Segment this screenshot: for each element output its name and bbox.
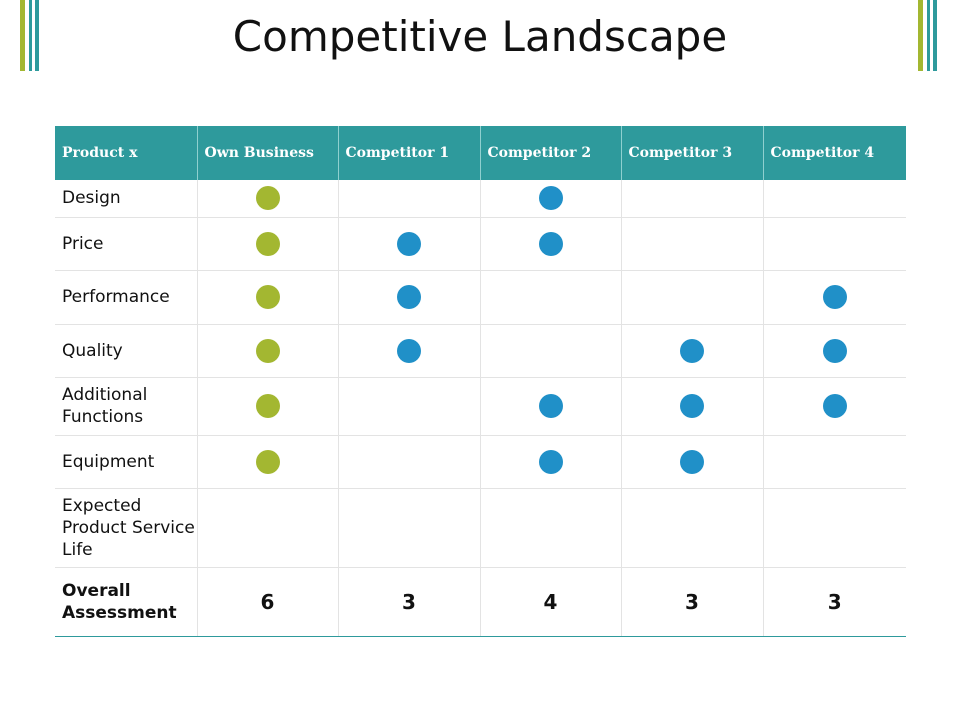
table-cell <box>480 488 622 568</box>
table-cell <box>338 488 481 568</box>
table-body: Design Price Performance Quality Additional … <box>55 180 906 637</box>
competitor-check-dot <box>538 231 563 256</box>
score-cell: 4 <box>480 567 622 637</box>
decor-bar <box>29 0 32 71</box>
row-label: Additional Functions <box>55 377 198 436</box>
score-value: 3 <box>402 589 416 614</box>
competitor-check-dot <box>538 394 563 418</box>
column-header: Own Business <box>197 126 339 180</box>
table-cell <box>621 488 764 568</box>
score-value: 3 <box>827 589 842 614</box>
row-label: Price <box>55 217 198 271</box>
decor-bar <box>20 0 25 71</box>
table-cell <box>338 324 481 378</box>
table-row: Design <box>55 180 906 218</box>
competitor-check-dot <box>822 338 847 363</box>
decor-bar <box>918 0 923 71</box>
table-cell <box>621 324 764 378</box>
table-cell <box>763 377 906 436</box>
competitor-check-dot <box>538 449 563 474</box>
column-header: Competitor 4 <box>763 126 906 180</box>
table-cell <box>338 180 481 218</box>
score-cell: 6 <box>197 567 339 637</box>
table-cell <box>621 180 764 218</box>
left-corner-decoration <box>20 0 42 71</box>
table-cell <box>763 270 906 325</box>
column-header: Competitor 1 <box>338 126 481 180</box>
competitor-check-dot <box>538 186 563 211</box>
column-header: Competitor 3 <box>621 126 764 180</box>
table-cell <box>197 435 339 489</box>
competitor-check-dot <box>397 338 421 363</box>
comparison-table: Product x Own Business Competitor 1 Comp… <box>55 126 906 637</box>
column-header: Competitor 2 <box>480 126 622 180</box>
own-business-check-dot <box>255 186 280 211</box>
row-label: Design <box>55 180 198 218</box>
table-cell <box>338 435 481 489</box>
table-cell <box>480 435 622 489</box>
table-cell <box>621 217 764 271</box>
table-cell <box>197 324 339 378</box>
table-cell <box>197 377 339 436</box>
score-cell: 3 <box>338 567 481 637</box>
page-title: Competitive Landscape <box>232 12 728 61</box>
table-cell <box>480 324 622 378</box>
competitor-check-dot <box>680 338 704 363</box>
competitor-check-dot <box>822 285 847 309</box>
table-row: Expected Product Service Life <box>55 488 906 568</box>
table-cell <box>480 270 622 325</box>
table-cell <box>197 270 339 325</box>
table-cell <box>197 180 339 218</box>
score-cell: 3 <box>621 567 764 637</box>
row-label: Equipment <box>55 435 198 489</box>
competitor-check-dot <box>397 231 421 256</box>
table-cell <box>197 488 339 568</box>
table-header-row: Product x Own Business Competitor 1 Comp… <box>55 126 906 180</box>
table-cell <box>763 217 906 271</box>
table-cell <box>480 217 622 271</box>
table-cell <box>197 217 339 271</box>
table-cell <box>338 377 481 436</box>
table-row: Equipment <box>55 435 906 489</box>
decor-bar <box>933 0 937 71</box>
table-cell <box>621 270 764 325</box>
row-label: Expected Product Service Life <box>55 488 198 568</box>
overall-assessment-row: Overall Assessment 6 3 4 3 3 <box>55 567 906 637</box>
table-cell <box>621 377 764 436</box>
table-row: Performance <box>55 270 906 325</box>
table-cell <box>338 217 481 271</box>
table-cell <box>338 270 481 325</box>
score-value: 6 <box>260 589 275 614</box>
own-business-check-dot <box>255 449 280 474</box>
score-value: 4 <box>543 589 558 614</box>
row-label: Quality <box>55 324 198 378</box>
table-cell <box>763 180 906 218</box>
column-header: Product x <box>55 126 198 180</box>
own-business-check-dot <box>255 394 280 418</box>
own-business-check-dot <box>255 338 280 363</box>
competitor-check-dot <box>397 285 421 309</box>
table-cell <box>621 435 764 489</box>
decor-bar <box>35 0 39 71</box>
table-cell <box>763 435 906 489</box>
score-value: 3 <box>685 589 699 614</box>
competitor-check-dot <box>822 394 847 418</box>
table-row: Quality <box>55 324 906 378</box>
competitor-check-dot <box>680 449 704 474</box>
table-cell <box>763 324 906 378</box>
row-label: Performance <box>55 270 198 325</box>
table-row: Additional Functions <box>55 377 906 436</box>
own-business-check-dot <box>255 285 280 309</box>
table-cell <box>480 180 622 218</box>
own-business-check-dot <box>255 231 280 256</box>
decor-bar <box>927 0 930 71</box>
table-cell <box>763 488 906 568</box>
table-cell <box>480 377 622 436</box>
score-cell: 3 <box>763 567 906 637</box>
table-row: Price <box>55 217 906 271</box>
right-corner-decoration <box>918 0 940 71</box>
overall-assessment-label: Overall Assessment <box>55 567 198 637</box>
competitor-check-dot <box>680 394 704 418</box>
